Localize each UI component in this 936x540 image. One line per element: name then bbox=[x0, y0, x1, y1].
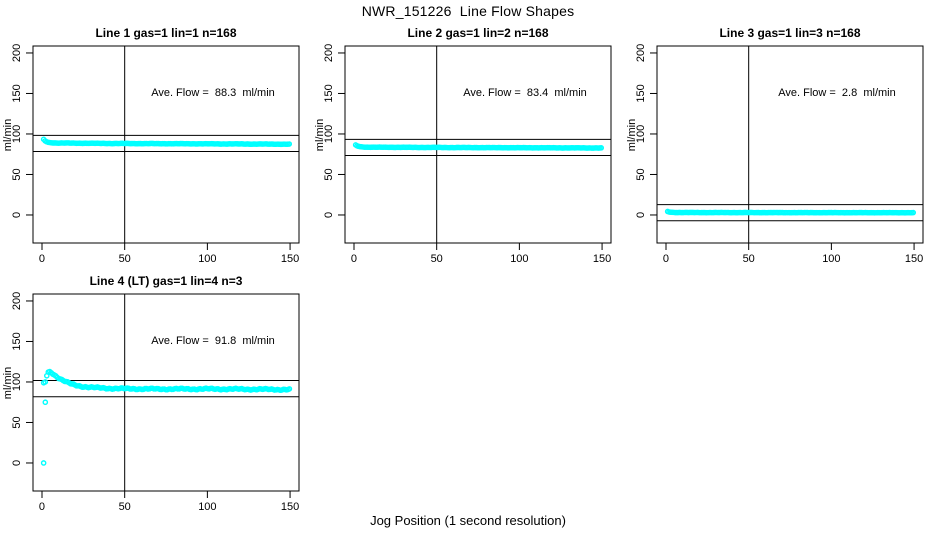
svg-text:50: 50 bbox=[11, 416, 23, 428]
svg-text:100: 100 bbox=[198, 501, 216, 513]
svg-text:50: 50 bbox=[11, 168, 23, 180]
svg-text:50: 50 bbox=[119, 253, 131, 265]
svg-text:0: 0 bbox=[39, 253, 45, 265]
plot-area-line-4: 0 50 100 150 0 50 100 150 200 bbox=[11, 292, 300, 513]
svg-text:150: 150 bbox=[905, 253, 923, 265]
svg-text:150: 150 bbox=[635, 84, 647, 102]
x-axis-label: Jog Position (1 second resolution) bbox=[370, 513, 566, 528]
svg-text:50: 50 bbox=[743, 253, 755, 265]
svg-text:100: 100 bbox=[822, 253, 840, 265]
svg-text:150: 150 bbox=[593, 253, 611, 265]
figure-title: NWR_151226 Line Flow Shapes bbox=[361, 3, 575, 19]
svg-text:50: 50 bbox=[635, 168, 647, 180]
svg-text:150: 150 bbox=[281, 253, 299, 265]
svg-text:0: 0 bbox=[635, 212, 647, 218]
subplot-line-4: 0 50 100 150 0 50 100 150 200 Line 4 (LT) gas=1 … bbox=[0, 268, 312, 516]
svg-text:50: 50 bbox=[431, 253, 443, 265]
subplot-title-line-1: Line 1 gas=1 lin=1 n=168 bbox=[95, 26, 237, 40]
svg-text:0: 0 bbox=[663, 253, 669, 265]
svg-text:200: 200 bbox=[323, 44, 335, 62]
y-axis-label-line-2: ml/min bbox=[314, 118, 326, 152]
y-axis-label-line-3: ml/min bbox=[626, 118, 638, 152]
svg-text:50: 50 bbox=[119, 501, 131, 513]
svg-text:200: 200 bbox=[635, 44, 647, 62]
ave-flow-annotation-line-4: Ave. Flow = 91.8 ml/min bbox=[151, 335, 275, 347]
y-axis-label-line-4: ml/min bbox=[2, 366, 14, 400]
svg-text:0: 0 bbox=[351, 253, 357, 265]
plot-area-line-3: 0 50 100 150 0 50 100 150 200 bbox=[635, 44, 924, 265]
svg-text:150: 150 bbox=[323, 84, 335, 102]
svg-text:100: 100 bbox=[11, 125, 23, 143]
subplot-line-1: 0 50 100 150 0 50 100 150 200 Line 1 gas=1 lin=1… bbox=[0, 20, 312, 268]
svg-text:150: 150 bbox=[281, 501, 299, 513]
subplot-line-2: 0 50 100 150 0 50 100 150 200 Line 2 gas=1 lin=2… bbox=[312, 20, 624, 268]
svg-text:100: 100 bbox=[11, 373, 23, 391]
plot-area-line-2: 0 50 100 150 0 50 100 150 200 bbox=[323, 44, 612, 265]
ave-flow-annotation-line-1: Ave. Flow = 88.3 ml/min bbox=[151, 87, 275, 99]
svg-text:150: 150 bbox=[11, 332, 23, 350]
subplot-title-line-4: Line 4 (LT) gas=1 lin=4 n=3 bbox=[89, 274, 243, 288]
subplot-title-line-2: Line 2 gas=1 lin=2 n=168 bbox=[407, 26, 549, 40]
svg-text:100: 100 bbox=[198, 253, 216, 265]
svg-text:150: 150 bbox=[11, 84, 23, 102]
y-axis-label-line-1: ml/min bbox=[2, 118, 14, 152]
ave-flow-annotation-line-3: Ave. Flow = 2.8 ml/min bbox=[778, 87, 896, 99]
svg-text:0: 0 bbox=[323, 212, 335, 218]
svg-text:100: 100 bbox=[323, 125, 335, 143]
svg-text:0: 0 bbox=[39, 501, 45, 513]
svg-text:200: 200 bbox=[11, 44, 23, 62]
svg-text:0: 0 bbox=[11, 212, 23, 218]
subplot-title-line-3: Line 3 gas=1 lin=3 n=168 bbox=[719, 26, 861, 40]
subplot-line-3: 0 50 100 150 0 50 100 150 200 Line 3 gas=1 lin=3… bbox=[624, 20, 936, 268]
svg-text:0: 0 bbox=[11, 460, 23, 466]
ave-flow-annotation-line-2: Ave. Flow = 83.4 ml/min bbox=[463, 87, 587, 99]
svg-text:100: 100 bbox=[635, 125, 647, 143]
svg-text:100: 100 bbox=[510, 253, 528, 265]
svg-text:200: 200 bbox=[11, 292, 23, 310]
svg-text:50: 50 bbox=[323, 168, 335, 180]
plot-area-line-1: 0 50 100 150 0 50 100 150 200 bbox=[11, 44, 300, 265]
